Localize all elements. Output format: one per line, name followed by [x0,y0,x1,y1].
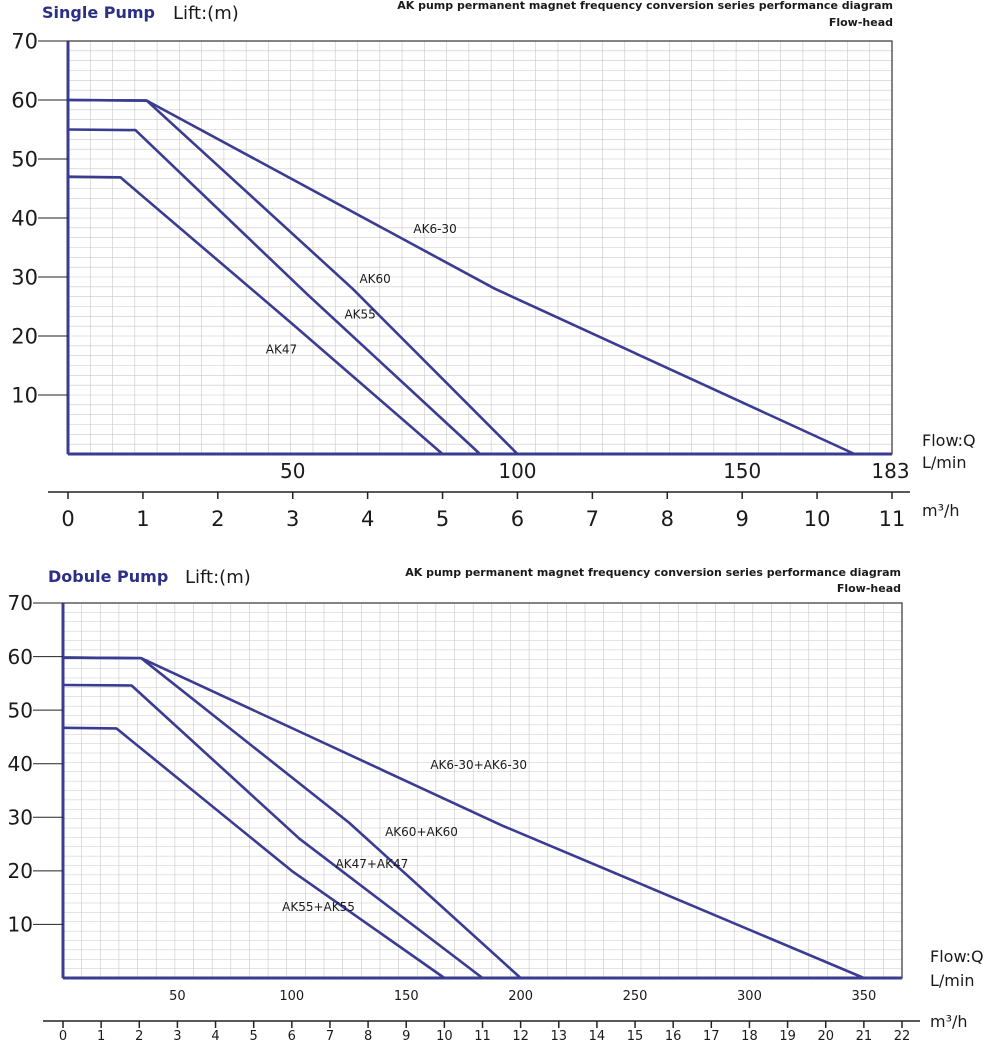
x-tick-label-lmin: 183 [871,459,909,483]
series-line-ak6-30-ak6-30 [62,656,865,980]
x-axis-label-flow: Flow:Q [930,947,984,966]
series-label: AK47+AK47 [336,857,409,871]
x-tick-label-m3h: 9 [735,507,748,531]
y-axis-label: Lift:(m) [173,3,239,24]
x-tick-label-m3h: 3 [286,507,299,531]
x-tick-label-m3h: 18 [741,1029,758,1040]
x-tick-label-m3h: 8 [364,1029,372,1040]
x-axis-unit-m3h: m³/h [922,501,960,520]
y-tick-label: 50 [11,148,38,172]
x-tick-label-m3h: 5 [436,507,449,531]
series-label: AK60 [359,272,390,286]
y-axis-label: Lift:(m) [185,567,251,588]
x-tick-label-m3h: 1 [97,1029,105,1040]
series-label: AK6-30 [413,222,456,236]
x-tick-label-m3h: 13 [550,1029,567,1040]
series-label: AK6-30+AK6-30 [430,758,527,772]
x-tick-label-lmin: 100 [498,459,536,483]
series-label: AK55+AK55 [282,900,355,914]
x-tick-label-m3h: 8 [661,507,674,531]
chart-subtitle: Flow-head [837,582,901,595]
y-tick-label: 40 [8,752,33,776]
x-tick-label-m3h: 12 [512,1029,529,1040]
x-tick-label-m3h: 16 [665,1029,682,1040]
x-tick-label-m3h: 7 [326,1029,334,1040]
y-tick-label: 50 [8,698,33,722]
x-tick-label-m3h: 0 [59,1029,67,1040]
series-line-ak60 [67,98,519,455]
x-axis-label-flow: Flow:Q [922,431,976,450]
x-tick-label-m3h: 2 [135,1029,143,1040]
x-tick-label-lmin: 200 [508,989,533,1004]
x-tick-label-m3h: 5 [250,1029,258,1040]
x-axis-unit-lmin: L/min [930,971,974,990]
series-label: AK55 [344,307,375,321]
x-axis-unit-lmin: L/min [922,453,966,472]
series-line-ak55-ak55 [62,726,446,980]
chart-label: Dobule Pump [48,567,168,586]
x-tick-label-lmin: 100 [279,989,304,1004]
grid [68,41,892,454]
chart-subtitle: Flow-head [829,16,893,29]
x-tick-label-m3h: 20 [817,1029,834,1040]
y-tick-label: 10 [11,384,38,408]
x-tick-label-m3h: 22 [894,1029,911,1040]
x-tick-label-m3h: 2 [211,507,224,531]
x-tick-label-m3h: 10 [804,507,831,531]
x-tick-label-m3h: 0 [61,507,74,531]
y-tick-label: 30 [8,805,33,829]
series-line-ak55 [67,128,481,455]
x-tick-label-m3h: 19 [779,1029,796,1040]
chart-title: AK pump permanent magnet frequency conve… [405,566,901,579]
series-line-ak60-ak60 [62,656,522,979]
x-tick-label-lmin: 250 [623,989,648,1004]
series-label: AK47 [266,343,297,357]
x-tick-label-m3h: 4 [211,1029,219,1040]
x-tick-label-m3h: 21 [856,1029,873,1040]
x-tick-label-m3h: 11 [879,507,906,531]
chart-title: AK pump permanent magnet frequency conve… [397,0,893,12]
y-tick-label: 20 [8,859,33,883]
x-tick-label-lmin: 50 [169,989,186,1004]
chart-label: Single Pump [42,3,155,22]
y-tick-label: 70 [8,591,33,615]
x-tick-label-m3h: 17 [703,1029,720,1040]
chart-single-pump: 10 20 30 40 50 60 70 50 100 150 183 0 1 2 3 4 5 6 7 8 9 10 11 S… [11,0,975,531]
y-tick-label: 70 [11,30,38,54]
y-tick-label: 20 [11,325,38,349]
y-tick-label: 30 [11,266,38,290]
x-tick-label-m3h: 10 [436,1029,453,1040]
x-tick-label-m3h: 6 [288,1029,296,1040]
x-tick-label-m3h: 14 [589,1029,606,1040]
x-tick-label-m3h: 9 [402,1029,410,1040]
series-line-ak47-ak47 [62,683,484,980]
x-tick-label-lmin: 150 [723,459,761,483]
y-tick-label: 60 [8,645,33,669]
x-tick-label-m3h: 15 [627,1029,644,1040]
x-tick-label-m3h: 7 [586,507,599,531]
x-tick-label-lmin: 150 [394,989,419,1004]
x-tick-label-m3h: 4 [361,507,374,531]
y-tick-label: 60 [11,89,38,113]
y-tick-label: 10 [8,913,33,937]
grid [63,603,902,978]
x-tick-label-lmin: 300 [737,989,762,1004]
x-axis-unit-m3h: m³/h [930,1012,968,1031]
x-tick-label-m3h: 6 [511,507,524,531]
x-tick-label-m3h: 3 [173,1029,181,1040]
x-tick-label-lmin: 350 [851,989,876,1004]
x-tick-label-lmin: 50 [280,459,305,483]
series-label: AK60+AK60 [385,825,458,839]
y-tick-label: 40 [11,207,38,231]
x-tick-label-m3h: 1 [136,507,149,531]
x-tick-label-m3h: 11 [474,1029,491,1040]
series-line-ak47 [67,175,444,455]
